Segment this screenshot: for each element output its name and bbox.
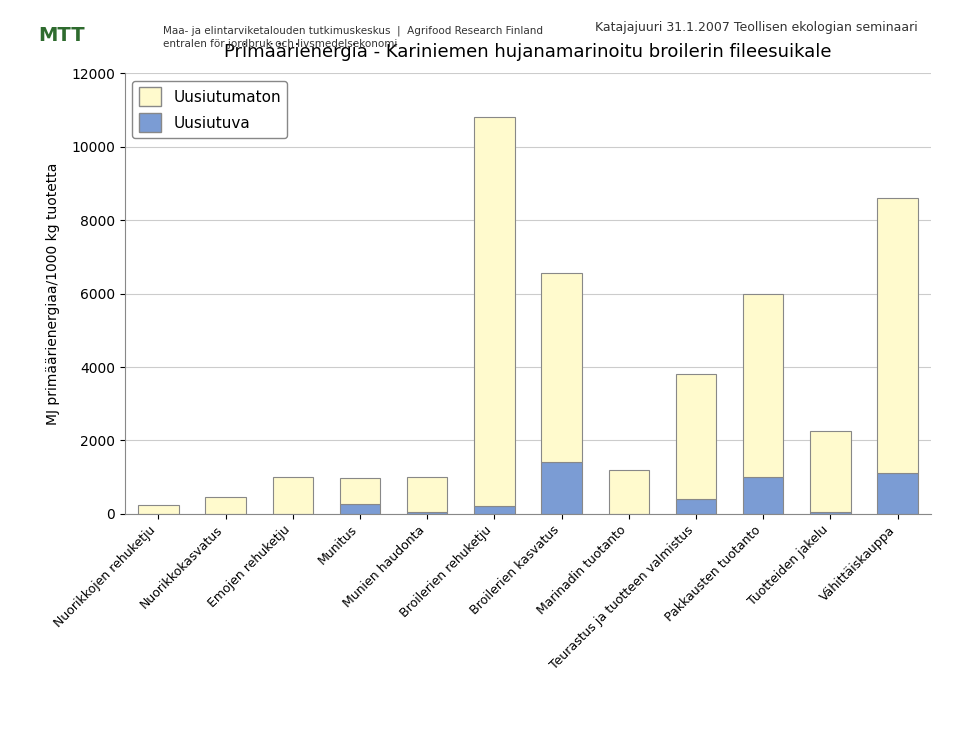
Bar — [810, 432, 851, 512]
Bar — [474, 506, 515, 514]
Bar — [407, 477, 447, 512]
Bar — [138, 505, 179, 514]
Bar — [541, 274, 582, 462]
Bar — [340, 479, 380, 504]
Bar — [541, 462, 582, 514]
Bar — [676, 374, 716, 499]
Bar — [205, 498, 246, 514]
Text: Maa- ja elintarviketalouden tutkimuskeskus  |  Agrifood Research Finland
entrale: Maa- ja elintarviketalouden tutkimuskesk… — [163, 26, 543, 49]
Text: Katajajuuri 31.1.2007 Teollisen ekologian seminaari: Katajajuuri 31.1.2007 Teollisen ekologia… — [595, 21, 918, 34]
Bar — [743, 477, 783, 514]
Bar — [474, 117, 515, 506]
Y-axis label: MJ primäärienergiaa/1000 kg tuotetta: MJ primäärienergiaa/1000 kg tuotetta — [46, 162, 60, 425]
Bar — [273, 477, 313, 514]
Bar — [743, 294, 783, 477]
Bar — [340, 504, 380, 514]
Bar — [676, 499, 716, 514]
Legend: Uusiutumaton, Uusiutuva: Uusiutumaton, Uusiutuva — [132, 81, 287, 138]
Text: MTT: MTT — [38, 26, 85, 45]
Title: Primäärienergia - Kariniemen hujanamarinoitu broilerin fileesuikale: Primäärienergia - Kariniemen hujanamarin… — [225, 43, 831, 61]
Bar — [407, 512, 447, 514]
Bar — [877, 198, 918, 473]
Bar — [877, 473, 918, 514]
Bar — [810, 512, 851, 514]
Bar — [609, 470, 649, 514]
